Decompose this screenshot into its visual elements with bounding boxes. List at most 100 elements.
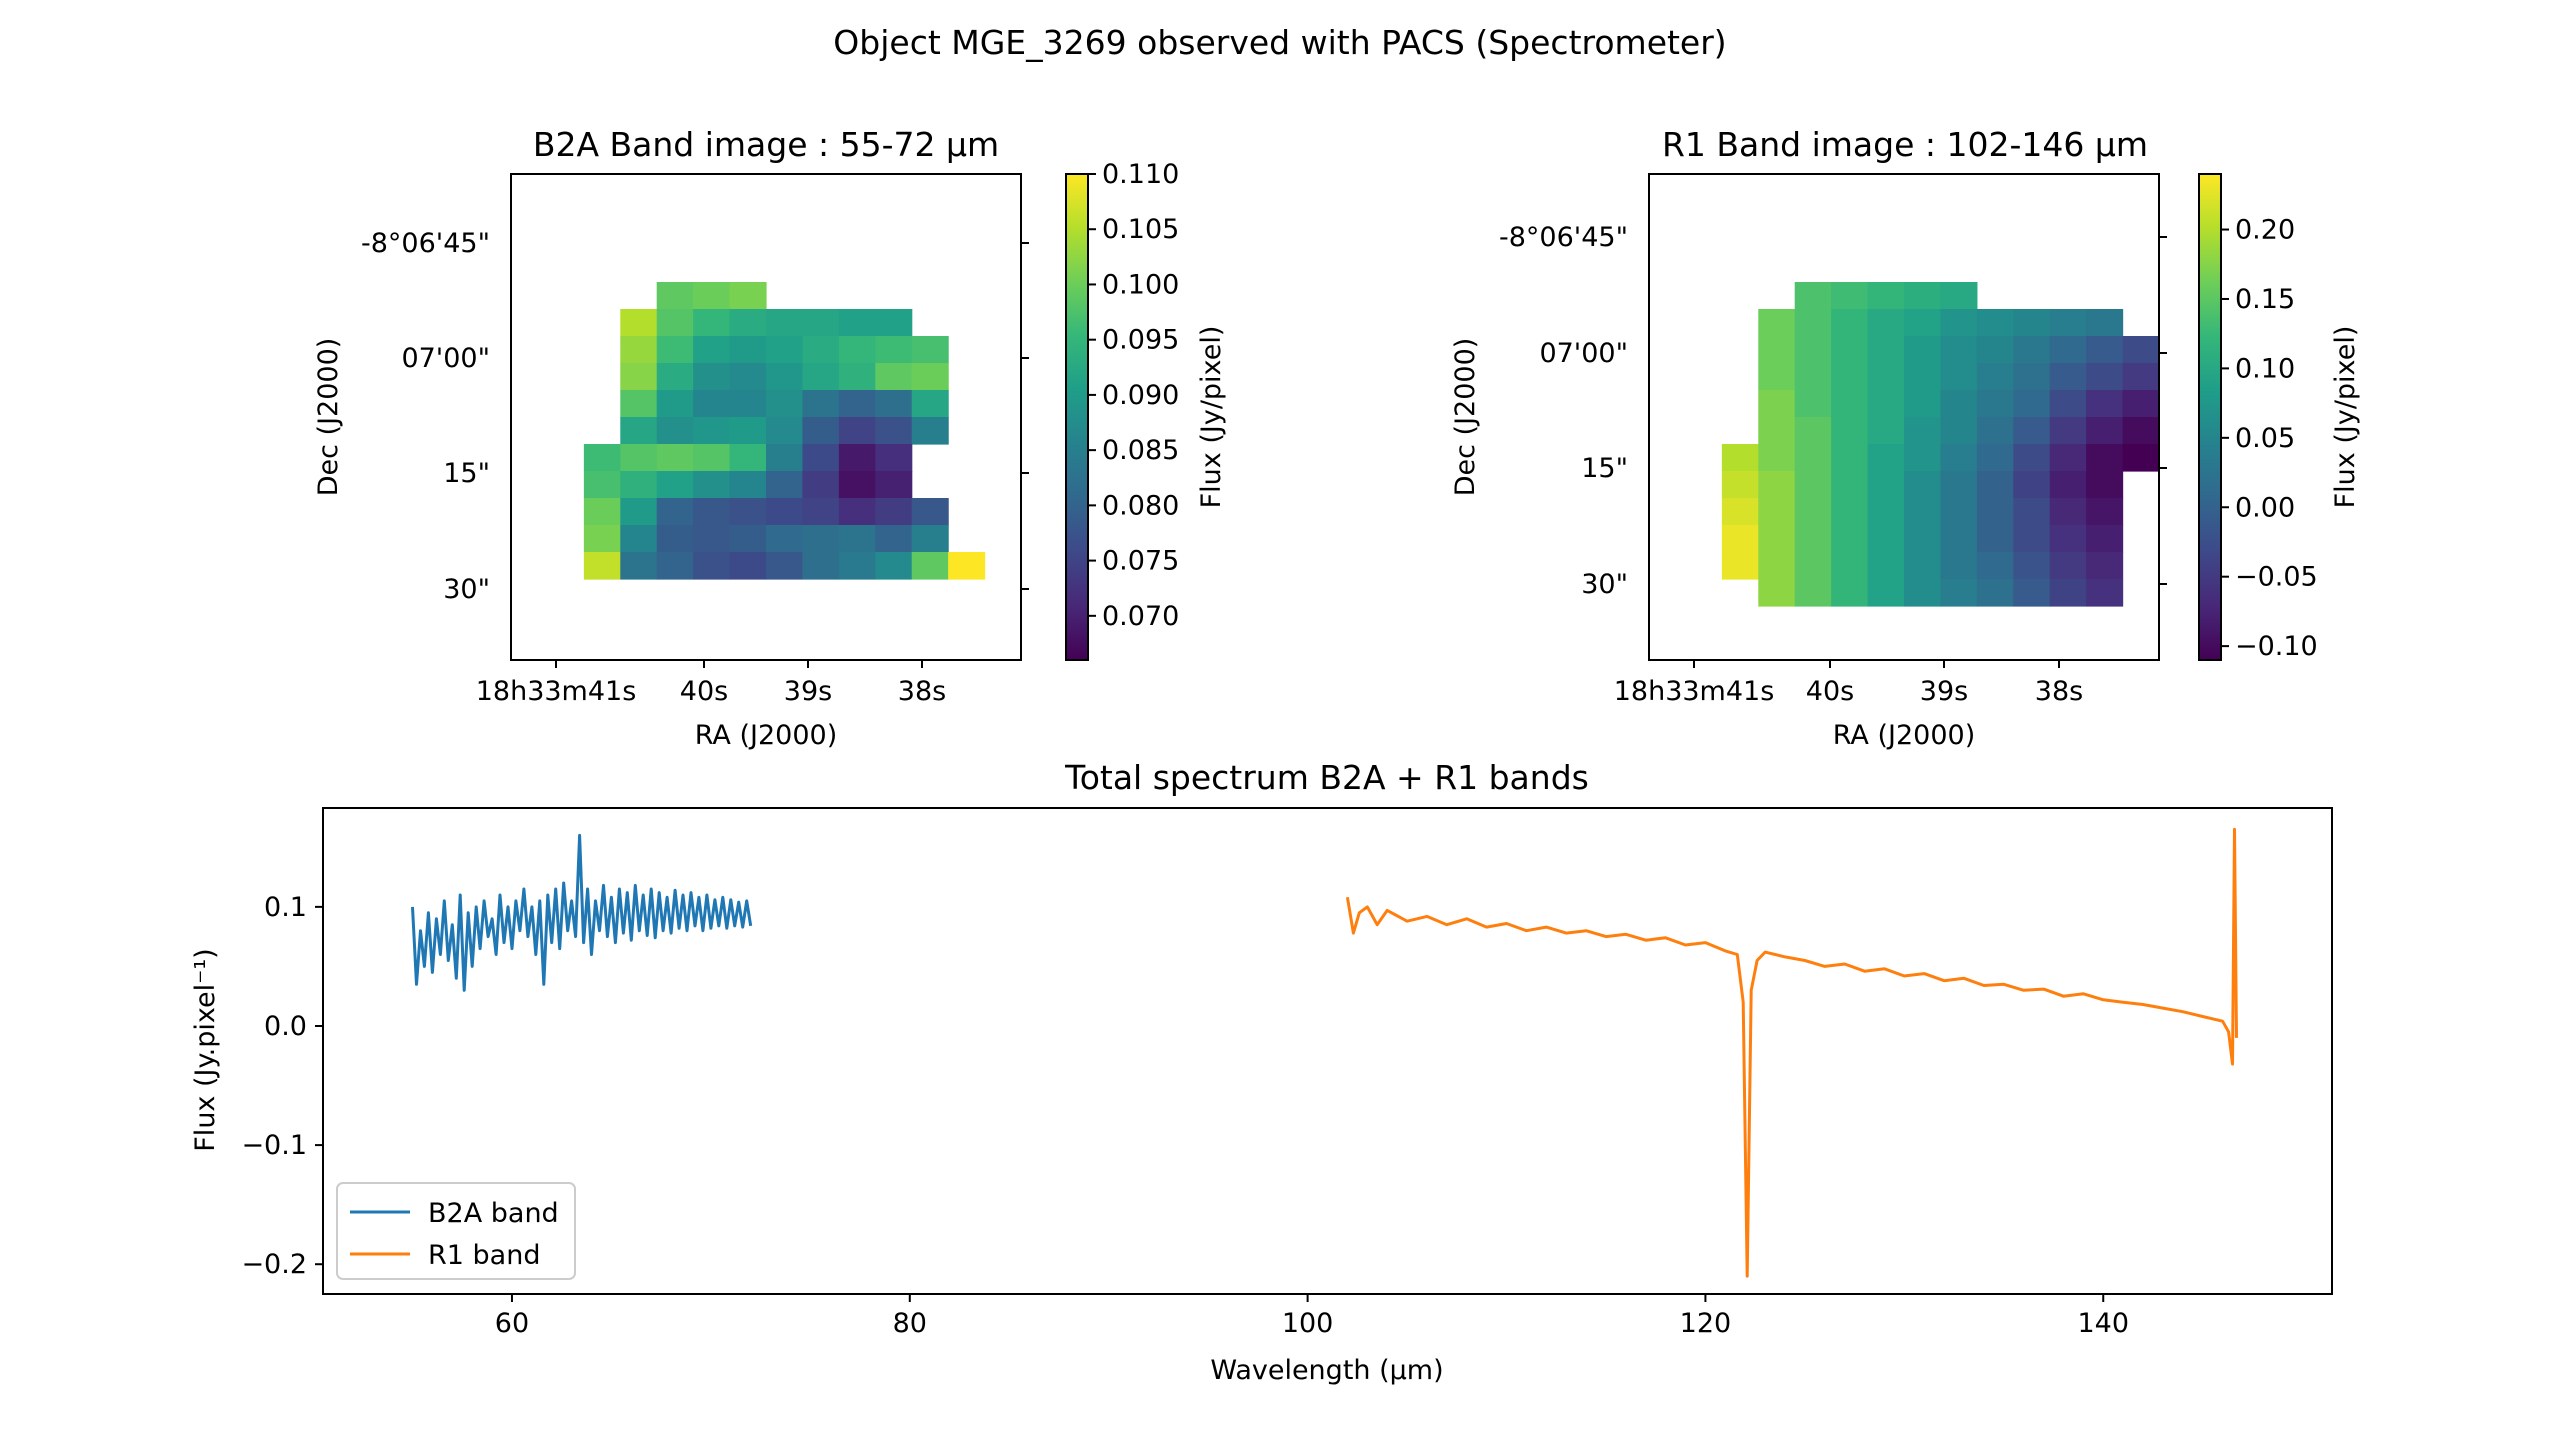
heatmap-cell (1867, 444, 1905, 472)
heatmap-cell (766, 444, 804, 472)
heatmap-cell (2086, 525, 2124, 553)
heatmap-cell (1758, 525, 1796, 553)
y-tick-label: 0.1 (264, 892, 307, 923)
heatmap-cell (802, 417, 840, 445)
heatmap-cell (1904, 417, 1942, 445)
heatmap-cell (1904, 282, 1942, 310)
heatmap-cell (693, 336, 731, 364)
heatmap-cell (1904, 336, 1942, 364)
r1-colorbar (2198, 173, 2222, 661)
heatmap-cell (2086, 498, 2124, 526)
heatmap-cell (1904, 525, 1942, 553)
heatmap-cell (1758, 444, 1796, 472)
heatmap-cell (2086, 336, 2124, 364)
heatmap-cell (2049, 444, 2087, 472)
heatmap-cell (1758, 471, 1796, 499)
heatmap-cell (729, 336, 767, 364)
heatmap-cell (911, 552, 949, 580)
legend-label-r1: R1 band (428, 1240, 540, 1271)
heatmap-cell (1794, 309, 1832, 337)
heatmap-cell (656, 282, 694, 310)
b2a-y-tick-label: 15" (443, 458, 490, 489)
series-line-b2a (411, 833, 753, 992)
heatmap-cell (656, 390, 694, 418)
heatmap-cell (802, 309, 840, 337)
heatmap-cell (1831, 336, 1869, 364)
b2a-panel: B2A Band image : 55-72 μm 18h33m41s 40s … (313, 125, 1227, 751)
heatmap-cell (2086, 444, 2124, 472)
heatmap-cell (838, 525, 876, 553)
heatmap-cell (1831, 525, 1869, 553)
heatmap-cell (656, 525, 694, 553)
heatmap-cell (875, 336, 913, 364)
heatmap-cell (1794, 579, 1832, 607)
r1-x-tick-label: 40s (1806, 676, 1854, 707)
heatmap-cell (2013, 309, 2051, 337)
heatmap-cell (911, 336, 949, 364)
colorbar-tick-label: 0.070 (1102, 601, 1179, 632)
colorbar-tick-label: 0.085 (1102, 435, 1179, 466)
heatmap-cell (802, 525, 840, 553)
b2a-title: B2A Band image : 55-72 μm (533, 125, 999, 164)
colorbar-tick-label: 0.110 (1102, 159, 1179, 190)
heatmap-cell (620, 363, 658, 391)
heatmap-cell (1940, 498, 1978, 526)
b2a-y-axis-label: Dec (J2000) (313, 338, 344, 497)
heatmap-cell (1904, 390, 1942, 418)
heatmap-cell (1904, 309, 1942, 337)
x-tick-label: 120 (1680, 1308, 1732, 1339)
heatmap-cell (1758, 309, 1796, 337)
heatmap-cell (1976, 444, 2014, 472)
heatmap-cell (729, 525, 767, 553)
heatmap-cell (766, 390, 804, 418)
heatmap-cell (1794, 417, 1832, 445)
heatmap-cell (1867, 282, 1905, 310)
heatmap-cell (2086, 309, 2124, 337)
heatmap-cell (620, 498, 658, 526)
colorbar-tick-label: 0.105 (1102, 214, 1179, 245)
heatmap-cell (620, 417, 658, 445)
heatmap-cell (1976, 417, 2014, 445)
colorbar-tick-label: 0.20 (2235, 215, 2295, 246)
heatmap-cell (1940, 417, 1978, 445)
heatmap-cell (1758, 552, 1796, 580)
heatmap-cell (656, 444, 694, 472)
heatmap-cell (1976, 552, 2014, 580)
heatmap-cell (1794, 363, 1832, 391)
heatmap-cell (1976, 471, 2014, 499)
colorbar-tick-label: 0.080 (1102, 490, 1179, 521)
heatmap-cell (1758, 390, 1796, 418)
heatmap-cell (838, 552, 876, 580)
heatmap-cell (1904, 498, 1942, 526)
colorbar-tick-label: −0.05 (2235, 562, 2318, 593)
heatmap-cell (2049, 309, 2087, 337)
heatmap-cell (1940, 309, 1978, 337)
heatmap-cell (875, 498, 913, 526)
heatmap-cell (911, 417, 949, 445)
heatmap-cell (1976, 336, 2014, 364)
heatmap-cell (2086, 417, 2124, 445)
heatmap-cell (693, 417, 731, 445)
heatmap-cell (656, 309, 694, 337)
x-tick-label: 80 (893, 1308, 927, 1339)
x-tick-label: 100 (1282, 1308, 1334, 1339)
heatmap-cell (2013, 471, 2051, 499)
series-line-r1 (1345, 827, 2238, 1278)
heatmap-cell (1940, 471, 1978, 499)
heatmap-cell (2013, 579, 2051, 607)
heatmap-cell (729, 282, 767, 310)
r1-x-tick-labels: 18h33m41s 40s 39s 38s (1614, 676, 2084, 707)
r1-panel: R1 Band image : 102-146 μm 18h33m41s 40s… (1450, 125, 2361, 751)
b2a-x-tick-labels: 18h33m41s 40s 39s 38s (476, 676, 947, 707)
heatmap-cell (1867, 363, 1905, 391)
r1-y-tick-label: 30" (1581, 569, 1628, 600)
b2a-y-tick-label: 07'00" (401, 343, 490, 374)
heatmap-cell (2049, 336, 2087, 364)
heatmap-cell (1867, 471, 1905, 499)
heatmap-cell (2049, 498, 2087, 526)
heatmap-cell (1867, 552, 1905, 580)
heatmap-cell (656, 336, 694, 364)
heatmap-cell (1794, 525, 1832, 553)
heatmap-cell (583, 444, 621, 472)
